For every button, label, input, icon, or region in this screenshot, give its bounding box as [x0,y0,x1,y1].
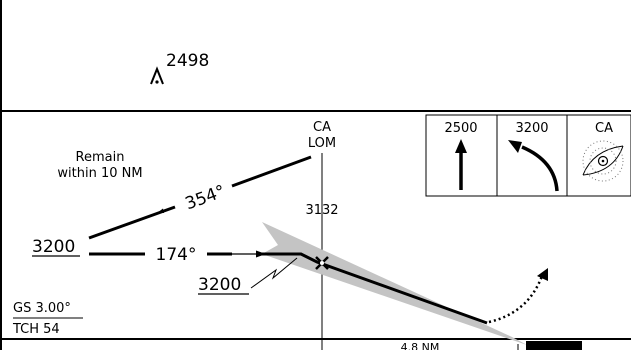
fix-altitude-leader [250,257,298,289]
missed-approach-box-2-label: 3200 [515,121,548,136]
arrow-up-icon [455,139,467,190]
fix-id: CA [313,120,331,135]
threshold-crossing-height: TCH 54 [12,322,60,337]
turn-right-arrow-icon [508,140,559,192]
outbound-course: 354° [183,182,228,215]
obstacle-elevation: 2498 [166,51,209,71]
fix-altitude: 3200 [198,275,241,295]
inbound-course: 174° [156,245,197,265]
fix-elevation: 3132 [305,203,338,218]
runway-block [526,341,582,350]
descent-path [262,252,488,325]
outbound-course-line-2 [231,155,312,188]
distance-label: 4.8 NM [401,341,440,350]
missed-approach-path [488,275,544,324]
inbound-arrowhead-icon [256,250,266,258]
missed-approach-box-3-label: CA [595,121,613,136]
glideslope-angle: GS 3.00° [13,301,71,316]
missed-approach-box-1-label: 2500 [444,121,477,136]
fix-marker-icon [315,256,329,270]
approach-shade [262,222,527,345]
outbound-arrowhead-icon [156,208,171,214]
missed-approach-arrowhead-icon [537,268,548,281]
holding-fix-icon [582,140,624,182]
remain-distance-label: within 10 NM [57,166,142,181]
procedure-turn-altitude: 3200 [32,237,75,257]
remain-label: Remain [76,150,125,165]
fix-type: LOM [308,136,336,151]
obstacle-icon [150,66,164,85]
